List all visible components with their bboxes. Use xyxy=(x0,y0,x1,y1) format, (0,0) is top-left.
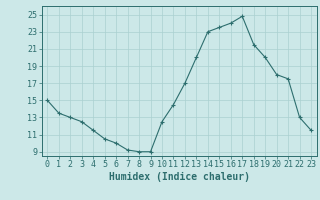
X-axis label: Humidex (Indice chaleur): Humidex (Indice chaleur) xyxy=(109,172,250,182)
